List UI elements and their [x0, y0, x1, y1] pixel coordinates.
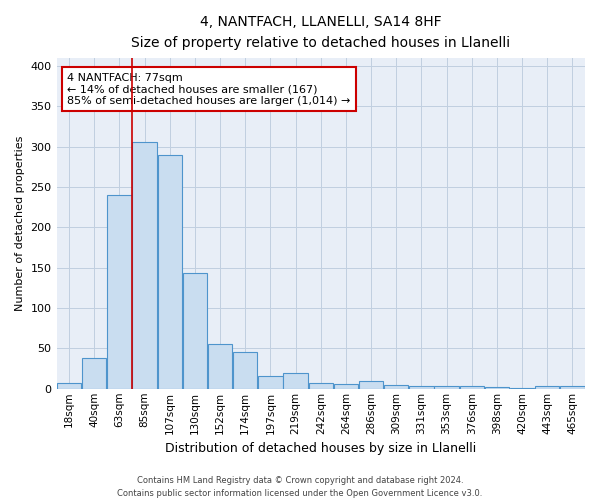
Text: Contains HM Land Registry data © Crown copyright and database right 2024.
Contai: Contains HM Land Registry data © Crown c…	[118, 476, 482, 498]
Bar	[460, 386, 484, 389]
Text: 4 NANTFACH: 77sqm
← 14% of detached houses are smaller (167)
85% of semi-detache: 4 NANTFACH: 77sqm ← 14% of detached hous…	[67, 72, 350, 106]
Bar	[133, 142, 157, 389]
Bar	[409, 386, 434, 389]
Bar	[158, 154, 182, 389]
Bar	[308, 383, 333, 389]
Title: 4, NANTFACH, LLANELLI, SA14 8HF
Size of property relative to detached houses in : 4, NANTFACH, LLANELLI, SA14 8HF Size of …	[131, 15, 511, 50]
Y-axis label: Number of detached properties: Number of detached properties	[15, 136, 25, 311]
Bar	[334, 384, 358, 389]
Bar	[384, 384, 409, 389]
Bar	[57, 383, 82, 389]
Bar	[233, 352, 257, 389]
Bar	[535, 386, 559, 389]
Bar	[107, 195, 131, 389]
Bar	[485, 387, 509, 389]
X-axis label: Distribution of detached houses by size in Llanelli: Distribution of detached houses by size …	[165, 442, 476, 455]
Bar	[258, 376, 283, 389]
Bar	[183, 274, 207, 389]
Bar	[359, 380, 383, 389]
Bar	[510, 388, 534, 389]
Bar	[208, 344, 232, 389]
Bar	[82, 358, 106, 389]
Bar	[283, 374, 308, 389]
Bar	[560, 386, 584, 389]
Bar	[434, 386, 459, 389]
